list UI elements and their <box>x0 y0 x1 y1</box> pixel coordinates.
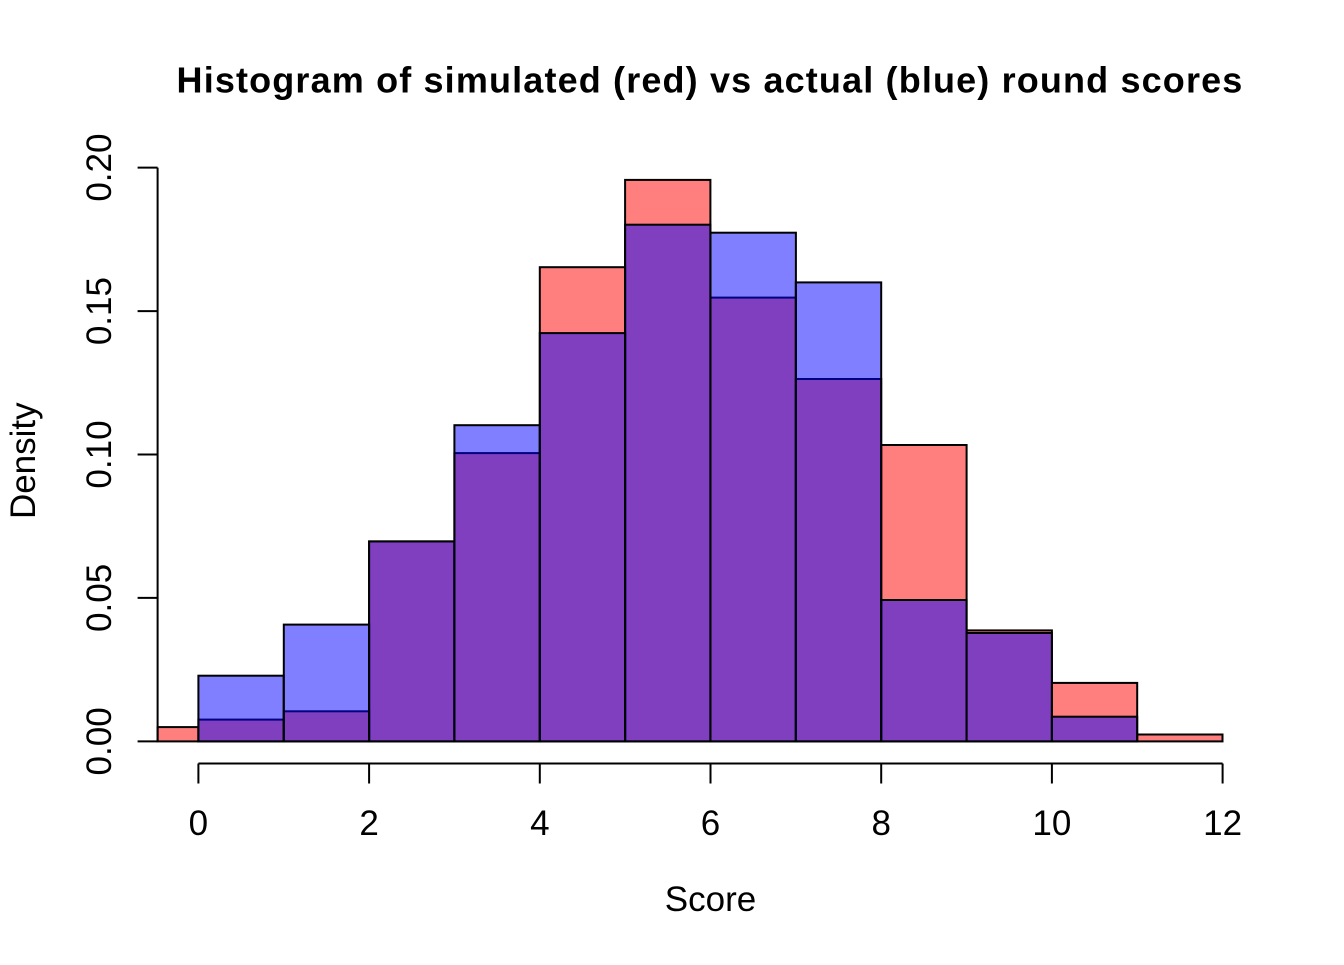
svg-text:Histogram of simulated (red) v: Histogram of simulated (red) vs actual (… <box>177 60 1244 101</box>
svg-text:4: 4 <box>530 804 549 843</box>
svg-text:0.10: 0.10 <box>80 420 119 488</box>
svg-text:0.20: 0.20 <box>80 134 119 202</box>
svg-text:0: 0 <box>189 804 208 843</box>
svg-text:6: 6 <box>701 804 720 843</box>
svg-text:0.15: 0.15 <box>80 277 119 345</box>
svg-text:Score: Score <box>665 880 756 919</box>
svg-text:2: 2 <box>359 804 378 843</box>
svg-text:0.00: 0.00 <box>80 707 119 775</box>
svg-text:10: 10 <box>1032 804 1071 843</box>
svg-text:12: 12 <box>1203 804 1242 843</box>
svg-text:8: 8 <box>871 804 890 843</box>
svg-text:0.05: 0.05 <box>80 564 119 632</box>
svg-text:Density: Density <box>4 402 43 519</box>
